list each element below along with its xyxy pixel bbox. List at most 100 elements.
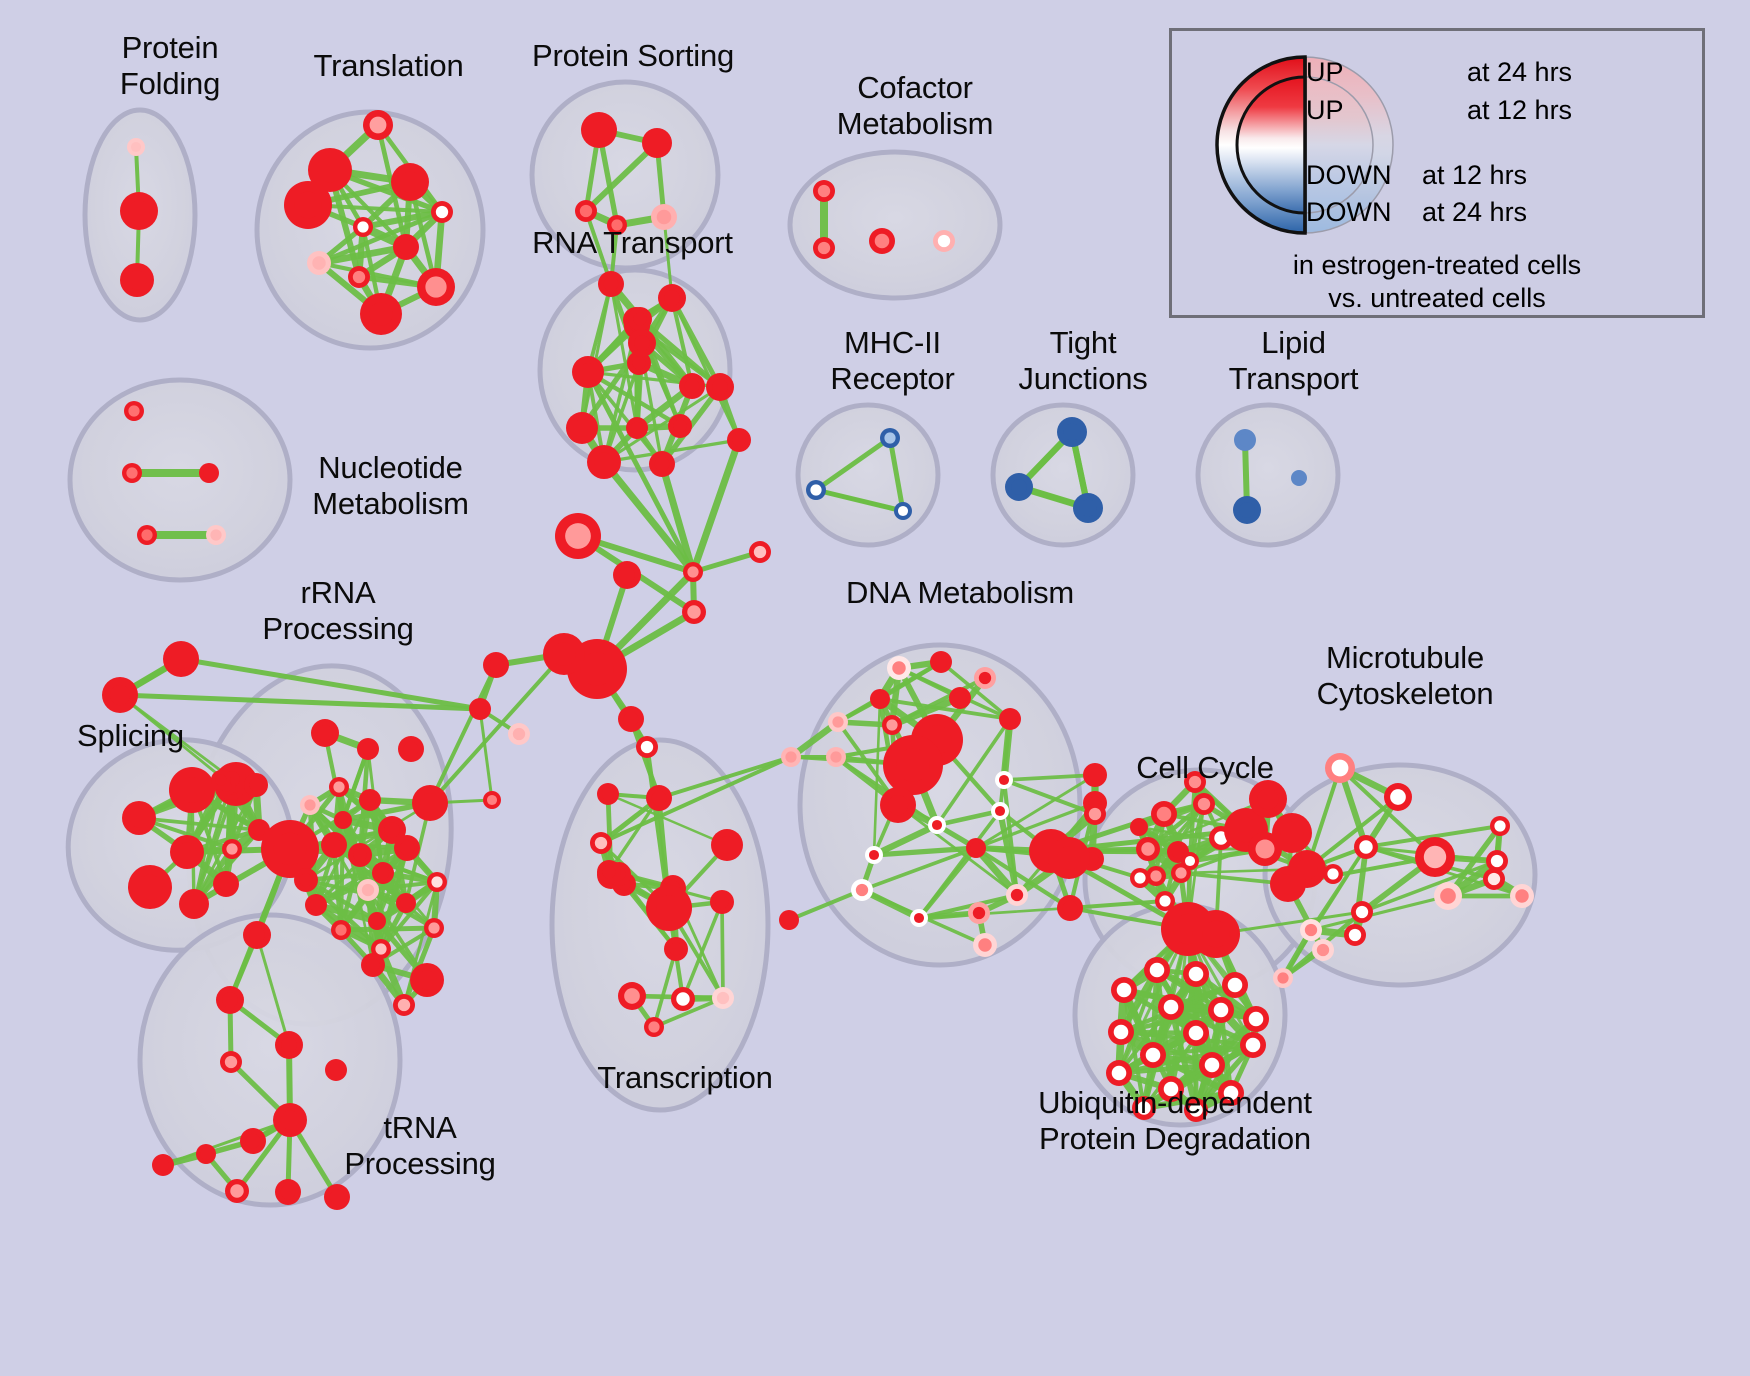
edge xyxy=(1305,795,1400,871)
network-node xyxy=(1158,994,1184,1020)
network-node xyxy=(646,885,692,931)
network-node xyxy=(1312,939,1334,961)
network-node xyxy=(974,667,996,689)
legend-caption-line1: in estrogen-treated cells xyxy=(1292,250,1582,280)
edge xyxy=(813,435,893,493)
network-node xyxy=(329,777,349,797)
cluster-label-transcription: Transcription xyxy=(597,1060,773,1095)
network-node xyxy=(779,910,799,930)
edge xyxy=(917,906,1072,920)
network-node xyxy=(607,215,627,235)
legend-time-up-12: at 12 hrs xyxy=(1467,95,1573,125)
network-node xyxy=(261,820,319,878)
network-node xyxy=(1136,837,1160,861)
edge xyxy=(637,316,723,390)
network-node xyxy=(1240,1032,1266,1058)
network-node xyxy=(1199,1052,1225,1078)
network-node xyxy=(199,463,219,483)
network-node xyxy=(883,735,943,795)
network-node xyxy=(587,445,621,479)
network-node xyxy=(966,838,986,858)
edge xyxy=(478,707,494,802)
network-node xyxy=(651,204,677,230)
edge xyxy=(304,878,408,905)
network-node xyxy=(995,771,1013,789)
network-node xyxy=(999,708,1021,730)
network-node xyxy=(968,902,990,924)
edge xyxy=(887,435,906,514)
network-node xyxy=(1057,417,1087,447)
hull-lipid xyxy=(1195,402,1341,548)
network-node xyxy=(1006,884,1028,906)
network-node xyxy=(658,284,686,312)
network-node xyxy=(626,417,648,439)
edge xyxy=(689,436,743,576)
cluster-label-mhc-ii-receptor: MHC-II Receptor xyxy=(830,325,955,396)
network-node xyxy=(1323,864,1343,884)
network-node xyxy=(1273,968,1293,988)
network-node xyxy=(1243,1006,1269,1032)
network-node xyxy=(152,1154,174,1176)
network-node xyxy=(398,736,424,762)
network-node xyxy=(273,1103,307,1137)
edge xyxy=(161,1118,292,1167)
legend-caption-line2: vs. untreated cells xyxy=(1328,283,1546,313)
network-node xyxy=(781,747,801,767)
network-node xyxy=(851,879,873,901)
network-node xyxy=(163,641,199,677)
network-node xyxy=(240,1128,266,1154)
network-node xyxy=(613,561,641,589)
edge xyxy=(787,888,864,922)
legend-label-down-24: DOWN xyxy=(1306,197,1392,227)
network-node xyxy=(930,651,952,673)
edge xyxy=(359,208,446,231)
network-node xyxy=(1222,972,1248,998)
network-node xyxy=(307,251,331,275)
edge xyxy=(681,900,724,1001)
network-node xyxy=(378,816,406,844)
network-node xyxy=(1144,957,1170,983)
network-node xyxy=(710,890,734,914)
network-node xyxy=(122,463,142,483)
edge xyxy=(178,656,483,712)
edge xyxy=(255,933,291,1047)
edge xyxy=(720,900,725,1000)
network-node xyxy=(664,937,688,961)
network-node xyxy=(331,920,351,940)
legend-time-down-24: at 24 hrs xyxy=(1422,197,1528,227)
network-node xyxy=(1130,868,1150,888)
network-node xyxy=(813,237,835,259)
cluster-label-cofactor-metabolism: Cofactor Metabolism xyxy=(836,70,994,141)
network-node xyxy=(1155,891,1175,911)
edge xyxy=(870,821,941,859)
network-node xyxy=(933,230,955,252)
network-node xyxy=(1183,1020,1209,1046)
network-node xyxy=(1084,803,1106,825)
network-node xyxy=(1351,901,1373,923)
network-node xyxy=(1483,868,1505,890)
network-node xyxy=(806,480,826,500)
legend-label-up-24: UP xyxy=(1306,57,1344,87)
network-node xyxy=(1272,813,1312,853)
network-node xyxy=(590,832,612,854)
edge xyxy=(192,778,223,906)
network-node xyxy=(1108,1019,1134,1045)
edge xyxy=(602,438,741,464)
edge xyxy=(916,845,979,921)
network-node xyxy=(1083,763,1107,787)
edge xyxy=(303,877,380,924)
network-node xyxy=(1193,793,1215,815)
network-node xyxy=(649,451,675,477)
network-node xyxy=(813,180,835,202)
network-node xyxy=(628,329,656,357)
network-node xyxy=(360,293,402,335)
network-node xyxy=(991,802,1009,820)
edge xyxy=(1187,779,1198,864)
network-node xyxy=(1184,771,1206,793)
network-node xyxy=(642,128,672,158)
edge xyxy=(1186,927,1198,1112)
network-node xyxy=(170,835,204,869)
network-node xyxy=(1151,801,1177,827)
network-node xyxy=(1270,866,1306,902)
edge xyxy=(878,697,1012,721)
